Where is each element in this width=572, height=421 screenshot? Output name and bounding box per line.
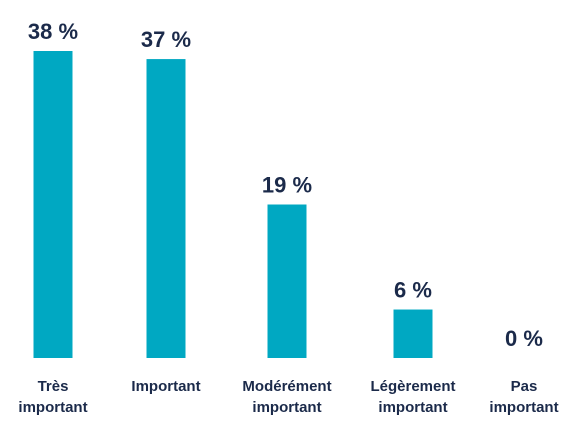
bar-3: [393, 309, 433, 358]
bar-2: [267, 204, 307, 358]
category-labels-layer: Très important Important Modérément importan…: [18, 378, 558, 416]
value-label-1: 37 %: [141, 27, 191, 52]
category-label-4-line-0: Pas: [511, 378, 538, 395]
bar-1: [146, 59, 186, 358]
value-label-4: 0 %: [505, 326, 543, 351]
bars-layer: [33, 51, 433, 358]
category-label-4-line-1: important: [489, 399, 558, 416]
category-label-2: Modérément important: [242, 378, 331, 416]
category-label-0: Très important: [18, 378, 87, 416]
category-label-2-line-1: important: [252, 399, 321, 416]
value-label-0: 38 %: [28, 19, 78, 44]
category-label-3: Légèrement important: [370, 378, 455, 416]
category-label-4: Pas important: [489, 378, 558, 416]
category-label-1: Important: [131, 378, 200, 395]
category-label-2-line-0: Modérément: [242, 378, 331, 395]
category-label-1-line-0: Important: [131, 378, 200, 395]
bar-0: [33, 51, 73, 358]
value-label-3: 6 %: [394, 278, 432, 303]
category-label-3-line-1: important: [378, 399, 447, 416]
category-label-0-line-0: Très: [38, 378, 69, 395]
category-label-0-line-1: important: [18, 399, 87, 416]
value-labels-layer: 38 % 37 % 19 % 6 % 0 %: [28, 19, 543, 351]
value-label-2: 19 %: [262, 173, 312, 198]
category-label-3-line-0: Légèrement: [370, 378, 455, 395]
